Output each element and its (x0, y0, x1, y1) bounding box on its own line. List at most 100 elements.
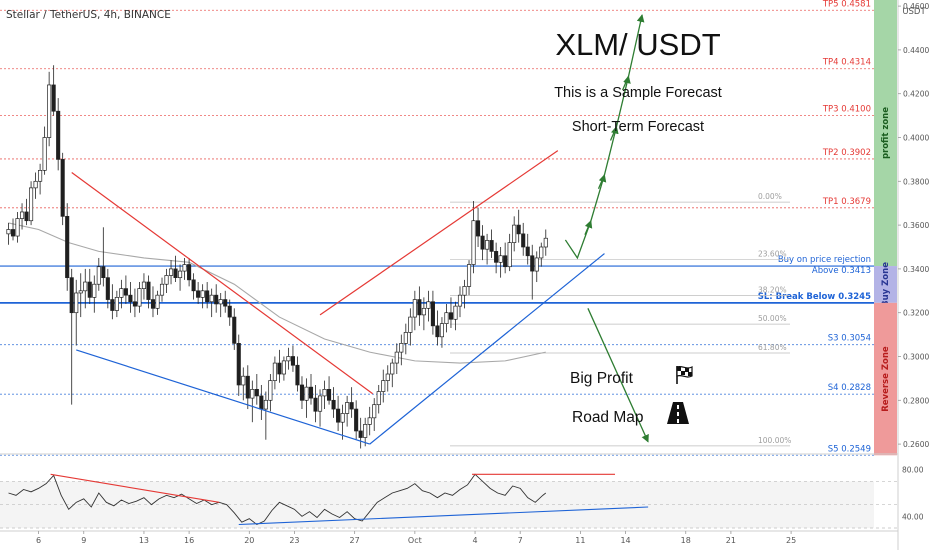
candle-26 (123, 275, 128, 304)
candle-body-38 (178, 270, 183, 279)
candle-body-62 (286, 356, 291, 362)
y-tick-label-7: 0.4000 (903, 134, 929, 143)
candle-body-35 (164, 275, 169, 285)
candle-84 (385, 365, 390, 392)
candle-body-69 (317, 395, 323, 412)
candle-body-40 (187, 264, 192, 281)
candle-11 (56, 98, 61, 171)
candle-body-55 (254, 389, 259, 397)
candle-body-54 (250, 389, 255, 399)
candle-body-1 (10, 229, 16, 237)
candle-100 (457, 286, 463, 318)
candle-35 (164, 268, 169, 293)
candle-body-43 (200, 290, 205, 298)
candle-body-84 (385, 373, 390, 381)
x-tick-label-14: 25 (786, 536, 796, 545)
candle-body-63 (290, 356, 295, 366)
candle-115 (525, 233, 530, 265)
candle-body-30 (141, 281, 147, 289)
candle-body-12 (60, 159, 65, 217)
candle-body-58 (268, 380, 273, 401)
candle-72 (331, 387, 336, 418)
candle-54 (250, 380, 255, 423)
candle-61 (281, 356, 286, 381)
candle-41 (191, 273, 196, 300)
candle-body-101 (462, 286, 467, 296)
candle-76 (349, 387, 354, 418)
candle-body-41 (191, 279, 196, 292)
candle-body-118 (539, 246, 544, 259)
candle-109 (498, 247, 503, 278)
candle-body-60 (277, 362, 282, 375)
level-label-4: TP1 0.3679 (822, 197, 871, 207)
candle-62 (286, 347, 291, 370)
candle-body-71 (327, 389, 332, 401)
candle-89 (408, 308, 413, 346)
level-label-3: TP2 0.3902 (822, 148, 871, 158)
candle-body-92 (421, 307, 426, 316)
candle-body-91 (417, 299, 422, 316)
candle-5 (29, 181, 34, 226)
candle-112 (512, 216, 517, 252)
candle-59 (272, 356, 277, 390)
candle-40 (187, 257, 192, 287)
candle-body-90 (412, 299, 417, 318)
candle-body-66 (304, 386, 309, 401)
candle-21 (101, 227, 106, 287)
zone-2 (874, 302, 897, 456)
candle-63 (290, 345, 295, 372)
candle-83 (381, 369, 386, 403)
candle-27 (128, 282, 133, 313)
fib-label-0: 0.00% (758, 192, 782, 201)
candle-body-13 (65, 215, 70, 279)
candle-49 (227, 299, 232, 326)
candle-body-16 (78, 290, 83, 294)
candle-118 (539, 242, 544, 267)
zone-label-2: Reverse Zone (881, 346, 891, 412)
candle-82 (376, 384, 381, 414)
x-tick-label-3: 16 (184, 536, 194, 545)
candle-body-88 (403, 332, 408, 344)
x-tick-label-2: 13 (139, 536, 149, 545)
candle-92 (421, 297, 426, 331)
candle-body-114 (521, 233, 526, 248)
candle-33 (155, 290, 160, 315)
candle-body-25 (119, 288, 124, 298)
level-label-1: TP4 0.4314 (822, 58, 871, 68)
fib-label-3: 50.00% (758, 314, 787, 323)
candle-43 (200, 284, 205, 309)
fib-label-2: 38.20% (758, 285, 787, 294)
candle-90 (412, 290, 417, 331)
brand-big-profit: Big Profit (570, 370, 634, 387)
candle-body-0 (6, 229, 11, 235)
candle-body-26 (123, 288, 128, 296)
candle-32 (150, 286, 156, 318)
candle-116 (530, 244, 535, 300)
candle-34 (159, 277, 165, 302)
candle-30 (141, 273, 147, 300)
candle-107 (489, 229, 494, 258)
candle-2 (15, 211, 20, 243)
candle-body-107 (489, 240, 494, 252)
candle-body-44 (205, 290, 210, 303)
candle-37 (173, 255, 178, 283)
candle-106 (485, 233, 490, 265)
candle-body-81 (372, 404, 377, 419)
candle-85 (390, 358, 395, 388)
candle-body-6 (33, 180, 38, 189)
rsi-line (8, 473, 547, 526)
y-tick-label-3: 0.3200 (903, 309, 929, 318)
candle-12 (60, 152, 65, 226)
candle-body-8 (42, 137, 47, 171)
candle-body-65 (299, 384, 305, 401)
candle-body-82 (376, 391, 381, 406)
candle-3 (19, 203, 25, 230)
candle-body-53 (245, 375, 250, 399)
candle-97 (444, 303, 449, 333)
forecast-up-seg-1 (584, 173, 607, 235)
candle-77 (354, 400, 359, 440)
x-tick-label-1: 9 (81, 536, 86, 545)
x-tick-label-11: 14 (620, 536, 630, 545)
x-tick-label-13: 21 (726, 536, 736, 545)
candle-body-36 (168, 268, 174, 276)
